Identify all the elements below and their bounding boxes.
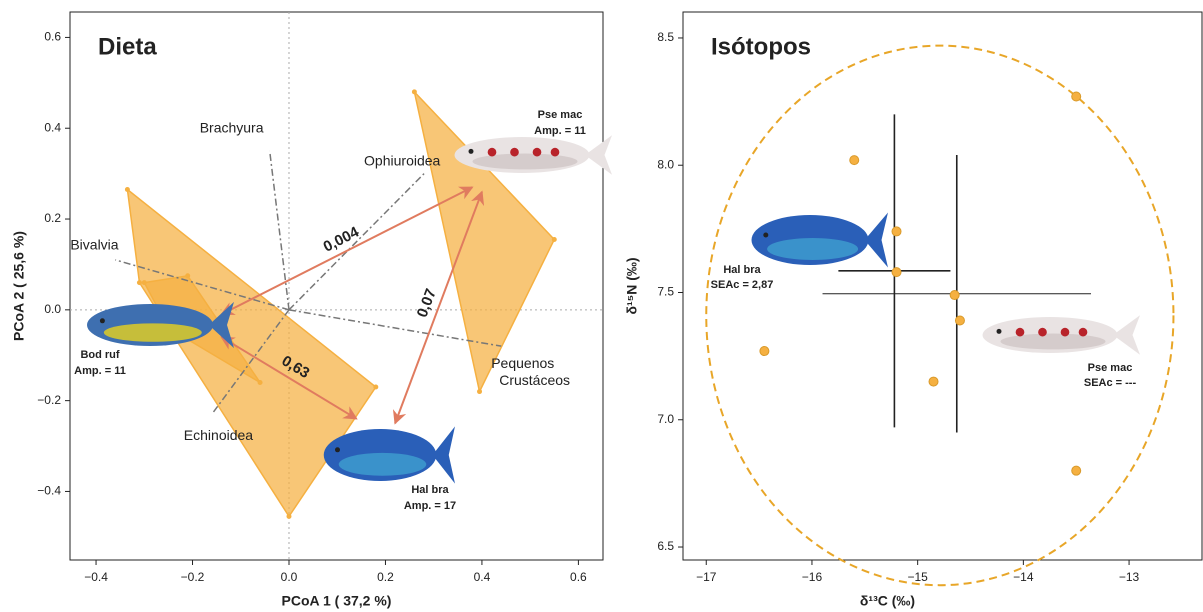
data-point xyxy=(955,316,964,325)
x-axis-label: δ¹³C (‰) xyxy=(860,593,915,609)
hull-vertex xyxy=(552,237,557,242)
fish-spot xyxy=(1038,328,1047,337)
vector-label-line: Crustáceos xyxy=(499,372,570,388)
fish-spot xyxy=(488,148,497,157)
x-axis-label: PCoA 1 ( 37,2 %) xyxy=(282,593,392,609)
vector-label: Bivalvia xyxy=(70,237,118,253)
group-name: Bod ruf xyxy=(80,349,119,361)
data-point xyxy=(1072,466,1081,475)
fish-belly xyxy=(473,154,578,170)
group-amplitude: Amp. = 11 xyxy=(534,125,586,137)
hull-vertex xyxy=(185,273,190,278)
y-tick-label: 7.0 xyxy=(657,412,674,426)
x-tick-label: 0.0 xyxy=(281,570,298,584)
y-tick-label: −0.2 xyxy=(37,393,61,407)
y-tick-label: 0.2 xyxy=(44,211,61,225)
hull-vertex xyxy=(286,514,291,519)
y-tick-label: 0.4 xyxy=(44,120,61,134)
x-tick-label: 0.2 xyxy=(377,570,394,584)
group-seac: SEAc = --- xyxy=(1084,377,1137,389)
hull-vertex xyxy=(373,385,378,390)
x-tick-label: −17 xyxy=(696,570,717,584)
fish-eye xyxy=(997,329,1002,334)
vector-label: Brachyura xyxy=(200,120,264,136)
data-point xyxy=(760,347,769,356)
data-point xyxy=(892,227,901,236)
fish-spot xyxy=(1079,328,1088,337)
x-tick-label: 0.6 xyxy=(570,570,587,584)
data-point xyxy=(929,377,938,386)
fish-belly xyxy=(767,238,858,260)
fish-spot xyxy=(1061,328,1070,337)
group-amplitude: Amp. = 11 xyxy=(74,365,126,377)
x-tick-label: 0.4 xyxy=(474,570,491,584)
hull-vertex xyxy=(142,280,147,285)
y-tick-label: 0.6 xyxy=(44,30,61,44)
data-point xyxy=(1072,92,1081,101)
fish-belly xyxy=(339,453,427,476)
group-amplitude: Amp. = 17 xyxy=(404,500,456,512)
hull-vertex xyxy=(412,89,417,94)
y-tick-label: 6.5 xyxy=(657,539,674,553)
fish-eye xyxy=(100,318,105,323)
y-tick-label: 7.5 xyxy=(657,285,674,299)
chart-title: Dieta xyxy=(98,33,157,60)
group-name: Hal bra xyxy=(411,484,449,496)
x-tick-label: −14 xyxy=(1013,570,1034,584)
fish-eye xyxy=(335,447,340,452)
fish-eye xyxy=(469,149,474,154)
hull-vertex xyxy=(137,280,142,285)
fish-belly xyxy=(104,323,202,341)
y-tick-label: 8.5 xyxy=(657,30,674,44)
fish-eye xyxy=(763,233,768,238)
y-tick-label: 8.0 xyxy=(657,157,674,171)
x-tick-label: −0.2 xyxy=(181,570,205,584)
vector-label-line: Pequenos xyxy=(491,355,554,371)
group-name: Pse mac xyxy=(538,109,583,121)
hull-vertex xyxy=(258,380,263,385)
chart: −0.4 −0.2 0.0 0.2 0.4 0.6 −0.4 −0.2 0.0 0.2 0.4 0.6… xyxy=(0,0,1203,612)
hull-vertex xyxy=(125,187,130,192)
x-tick-label: −13 xyxy=(1119,570,1140,584)
fish-belly xyxy=(1001,334,1106,350)
data-point xyxy=(950,291,959,300)
y-axis-label: PCoA 2 ( 25,6 %) xyxy=(11,231,27,341)
y-tick-label: −0.4 xyxy=(37,484,61,498)
fish-illustration xyxy=(752,213,889,268)
hull-vertex xyxy=(477,389,482,394)
fish-spot xyxy=(551,148,560,157)
chart-title: Isótopos xyxy=(711,33,811,60)
x-tick-label: −16 xyxy=(802,570,823,584)
group-seac: SEAc = 2,87 xyxy=(711,279,774,291)
x-tick-label: −15 xyxy=(907,570,928,584)
data-point xyxy=(892,268,901,277)
distance-label: 0,004 xyxy=(321,223,363,255)
fish-spot xyxy=(510,148,519,157)
standard-ellipse xyxy=(706,46,1173,586)
group-name: Hal bra xyxy=(723,264,761,276)
loading-vector xyxy=(289,174,424,310)
data-point xyxy=(850,156,859,165)
y-axis-label: δ¹⁵N (‰) xyxy=(624,257,640,314)
fish-illustration xyxy=(983,315,1141,355)
vector-label: Ophiuroidea xyxy=(364,152,440,168)
x-tick-label: −0.4 xyxy=(84,570,108,584)
fish-spot xyxy=(1016,328,1025,337)
fish-spot xyxy=(533,148,542,157)
group-name: Pse mac xyxy=(1088,362,1133,374)
y-tick-label: 0.0 xyxy=(44,302,61,316)
vector-label: Echinoidea xyxy=(184,427,253,443)
